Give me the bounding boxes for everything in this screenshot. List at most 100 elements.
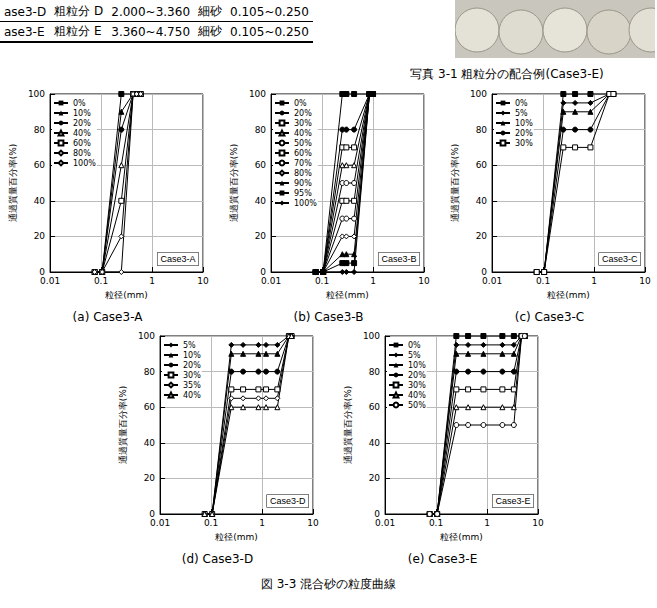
svg-text:60: 60 [476, 160, 488, 170]
svg-text:50%: 50% [294, 139, 312, 148]
svg-text:0.1: 0.1 [204, 518, 218, 528]
svg-text:80: 80 [369, 367, 381, 377]
svg-text:0.01: 0.01 [375, 518, 395, 528]
svg-text:通過質量百分率(%): 通過質量百分率(%) [450, 144, 460, 223]
svg-text:0.1: 0.1 [94, 276, 108, 286]
svg-text:30%: 30% [515, 139, 533, 148]
svg-text:通過質量百分率(%): 通過質量百分率(%) [229, 144, 239, 223]
svg-text:10%: 10% [183, 351, 201, 360]
svg-text:通過質量百分率(%): 通過質量百分率(%) [343, 386, 353, 465]
svg-text:40: 40 [34, 196, 46, 206]
html-text:2.000~3.360: 2.000~3.360 [111, 4, 190, 19]
svg-text:10%: 10% [408, 361, 426, 370]
svg-text:60: 60 [255, 160, 267, 170]
html-text:0.105~0.250: 0.105~0.250 [230, 4, 309, 19]
svg-text:80: 80 [144, 367, 156, 377]
svg-text:60%: 60% [294, 149, 312, 158]
svg-text:10%: 10% [73, 109, 91, 118]
svg-text:30%: 30% [408, 381, 426, 390]
svg-text:20: 20 [369, 473, 381, 483]
svg-text:100: 100 [363, 331, 380, 341]
svg-text:0.01: 0.01 [261, 276, 281, 286]
svg-text:20%: 20% [515, 129, 533, 138]
svg-text:40: 40 [255, 196, 267, 206]
svg-text:30%: 30% [294, 119, 312, 128]
svg-text:35%: 35% [183, 381, 201, 390]
svg-text:0.1: 0.1 [429, 518, 443, 528]
svg-text:20%: 20% [408, 371, 426, 380]
svg-text:1: 1 [370, 276, 376, 286]
svg-text:10: 10 [639, 276, 651, 286]
svg-text:0%: 0% [294, 99, 307, 108]
svg-text:5%: 5% [183, 341, 196, 350]
svg-text:20: 20 [34, 231, 46, 241]
svg-text:10: 10 [307, 518, 319, 528]
svg-text:1: 1 [591, 276, 597, 286]
svg-text:20: 20 [144, 473, 156, 483]
svg-text:80: 80 [34, 125, 46, 135]
svg-text:100%: 100% [294, 199, 317, 208]
svg-text:粒径(mm): 粒径(mm) [105, 290, 148, 300]
svg-text:20%: 20% [183, 361, 201, 370]
svg-text:100: 100 [249, 89, 266, 99]
svg-text:粒径(mm): 粒径(mm) [215, 532, 258, 542]
svg-text:Case3-B: Case3-B [381, 254, 416, 264]
svg-text:0%: 0% [515, 99, 528, 108]
svg-text:1: 1 [259, 518, 265, 528]
svg-text:5%: 5% [515, 109, 528, 118]
svg-text:60: 60 [34, 160, 46, 170]
svg-text:40%: 40% [73, 129, 91, 138]
svg-text:0.01: 0.01 [150, 518, 170, 528]
svg-text:0.01: 0.01 [482, 276, 502, 286]
svg-text:0%: 0% [73, 99, 86, 108]
svg-text:5%: 5% [408, 351, 421, 360]
svg-text:80: 80 [255, 125, 267, 135]
svg-text:通過質量百分率(%): 通過質量百分率(%) [8, 144, 18, 223]
svg-text:100: 100 [138, 331, 155, 341]
svg-text:Case3-C: Case3-C [602, 254, 638, 264]
svg-text:90%: 90% [294, 179, 312, 188]
svg-text:粒径(mm): 粒径(mm) [440, 532, 483, 542]
svg-text:通過質量百分率(%): 通過質量百分率(%) [118, 386, 128, 465]
svg-text:20%: 20% [294, 109, 312, 118]
svg-text:粒径(mm): 粒径(mm) [547, 290, 590, 300]
svg-text:80%: 80% [73, 149, 91, 158]
svg-text:100: 100 [28, 89, 45, 99]
svg-text:粒径(mm): 粒径(mm) [326, 290, 369, 300]
svg-text:40%: 40% [408, 391, 426, 400]
svg-text:10: 10 [532, 518, 544, 528]
svg-text:20%: 20% [73, 119, 91, 128]
svg-text:1: 1 [484, 518, 490, 528]
svg-text:40%: 40% [183, 391, 201, 400]
svg-text:60: 60 [369, 402, 381, 412]
svg-text:0%: 0% [408, 341, 421, 350]
svg-text:50%: 50% [408, 401, 426, 410]
svg-text:Case3-D: Case3-D [270, 496, 306, 506]
svg-text:80%: 80% [294, 169, 312, 178]
svg-text:40%: 40% [294, 129, 312, 138]
svg-text:60: 60 [144, 402, 156, 412]
svg-text:70%: 70% [294, 159, 312, 168]
svg-text:10: 10 [418, 276, 430, 286]
html-text:ase3-D: ase3-D [4, 4, 47, 19]
svg-text:80: 80 [476, 125, 488, 135]
svg-text:Case3-E: Case3-E [495, 496, 530, 506]
svg-text:20: 20 [255, 231, 267, 241]
svg-text:0.1: 0.1 [315, 276, 329, 286]
svg-text:20: 20 [476, 231, 488, 241]
svg-text:40: 40 [476, 196, 488, 206]
svg-text:1: 1 [149, 276, 155, 286]
svg-text:40: 40 [369, 438, 381, 448]
svg-text:0.01: 0.01 [40, 276, 60, 286]
html-text:ase3-E: ase3-E [4, 24, 45, 39]
svg-text:0.1: 0.1 [536, 276, 550, 286]
svg-text:30%: 30% [183, 371, 201, 380]
svg-text:100%: 100% [73, 159, 96, 168]
svg-text:60%: 60% [73, 139, 91, 148]
svg-text:Case3-A: Case3-A [160, 254, 195, 264]
svg-text:100: 100 [470, 89, 487, 99]
svg-text:10%: 10% [515, 119, 533, 128]
svg-text:10: 10 [197, 276, 209, 286]
svg-text:40: 40 [144, 438, 156, 448]
svg-text:95%: 95% [294, 189, 312, 198]
